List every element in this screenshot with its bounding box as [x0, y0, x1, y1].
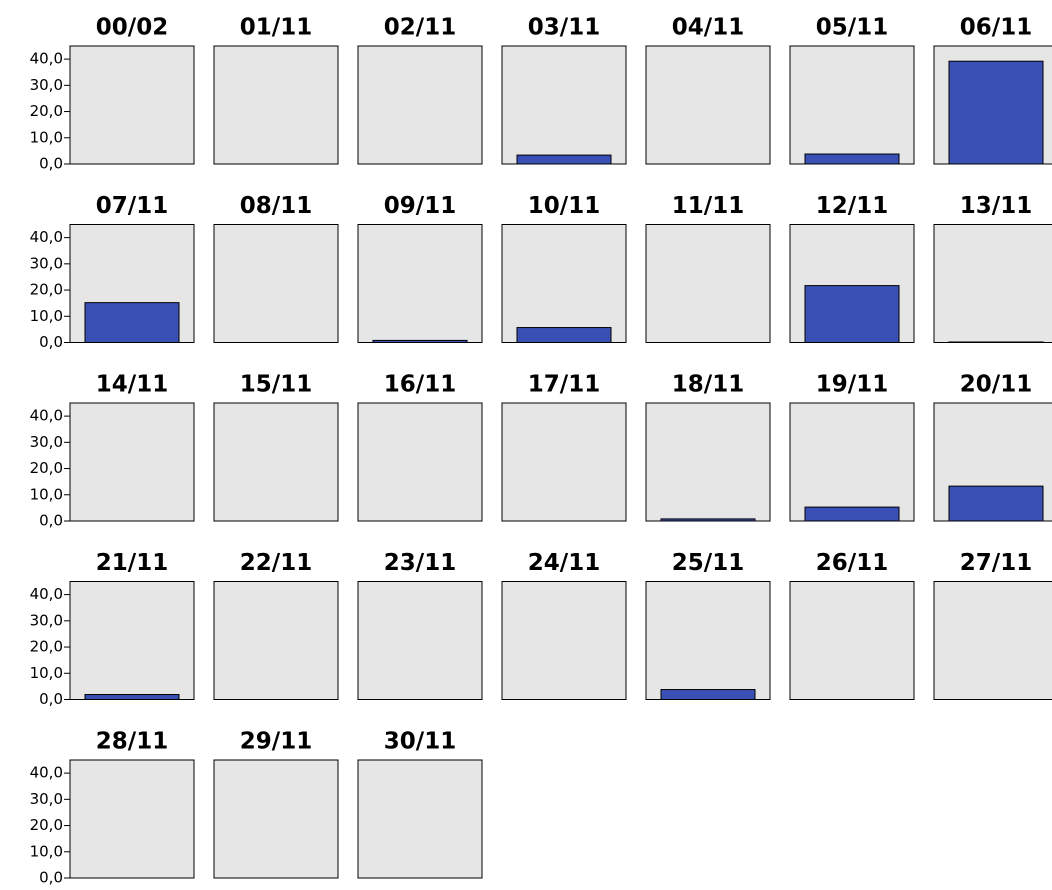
panel-title: 16/11 — [384, 372, 456, 398]
y-tick-label: 40,0 — [30, 407, 63, 425]
y-tick-label: 20,0 — [30, 102, 63, 120]
panel-title: 09/11 — [384, 193, 456, 219]
y-tick-label: 0,0 — [39, 690, 63, 708]
y-tick-label: 20,0 — [30, 638, 63, 656]
y-tick-label: 20,0 — [30, 459, 63, 477]
panel — [213, 402, 339, 522]
panel — [789, 581, 915, 700]
panel-title: 04/11 — [672, 15, 744, 41]
panel-title: 08/11 — [240, 193, 312, 219]
panel — [357, 45, 483, 165]
panel-title: 30/11 — [384, 729, 456, 755]
y-tick-label: 0,0 — [39, 869, 63, 887]
bar — [804, 506, 900, 522]
panel — [213, 759, 339, 879]
y-tick-label: 10,0 — [30, 485, 63, 503]
panel-title: 17/11 — [528, 372, 600, 398]
panel — [501, 402, 627, 522]
panel-title: 21/11 — [96, 550, 168, 576]
bar — [804, 153, 900, 165]
panel — [501, 45, 627, 165]
y-tick-label: 30,0 — [30, 254, 63, 272]
y-tick-label: 10,0 — [30, 307, 63, 325]
y-tick-label: 40,0 — [30, 228, 63, 246]
bar — [516, 327, 612, 344]
panel-title: 24/11 — [528, 550, 600, 576]
panel — [69, 45, 195, 165]
panel — [501, 581, 627, 700]
bar — [948, 60, 1044, 165]
panel — [357, 224, 483, 343]
panel — [789, 45, 915, 165]
panel-title: 14/11 — [96, 372, 168, 398]
y-tick-label: 20,0 — [30, 281, 63, 299]
panel — [357, 581, 483, 700]
bar — [372, 339, 468, 343]
y-tick-label: 30,0 — [30, 790, 63, 808]
panel-title: 15/11 — [240, 372, 312, 398]
panel — [69, 581, 195, 700]
panel — [645, 402, 771, 522]
panel-title: 25/11 — [672, 550, 744, 576]
y-tick-label: 10,0 — [30, 128, 63, 146]
panel-title: 18/11 — [672, 372, 744, 398]
panel — [501, 224, 627, 343]
panel-title: 22/11 — [240, 550, 312, 576]
y-tick-label: 30,0 — [30, 76, 63, 94]
panel-title: 02/11 — [384, 15, 456, 41]
panel-title: 10/11 — [528, 193, 600, 219]
bar — [804, 285, 900, 343]
panel — [69, 402, 195, 522]
panel-title: 20/11 — [960, 372, 1032, 398]
panel — [933, 581, 1052, 700]
y-tick-label: 30,0 — [30, 611, 63, 629]
panel — [213, 224, 339, 343]
panel-title: 26/11 — [816, 550, 888, 576]
bar — [84, 302, 180, 343]
y-tick-label: 10,0 — [30, 664, 63, 682]
panel-title: 05/11 — [816, 15, 888, 41]
panel-title: 27/11 — [960, 550, 1032, 576]
panel — [789, 402, 915, 522]
panel — [645, 224, 771, 343]
bar — [948, 341, 1044, 343]
panel-title: 23/11 — [384, 550, 456, 576]
panel-title: 11/11 — [672, 193, 744, 219]
panel-title: 19/11 — [816, 372, 888, 398]
panel — [645, 581, 771, 700]
bar — [84, 694, 180, 700]
panel — [645, 45, 771, 165]
panel-title: 06/11 — [960, 15, 1032, 41]
y-tick-label: 0,0 — [39, 512, 63, 530]
y-tick-label: 40,0 — [30, 585, 63, 603]
panel — [69, 759, 195, 879]
panel-title: 12/11 — [816, 193, 888, 219]
y-tick-label: 0,0 — [39, 155, 63, 173]
panel-title: 03/11 — [528, 15, 600, 41]
panel-title: 07/11 — [96, 193, 168, 219]
panel — [357, 402, 483, 522]
panel-title: 13/11 — [960, 193, 1032, 219]
panel-title: 00/02 — [96, 15, 168, 41]
y-tick-label: 10,0 — [30, 842, 63, 860]
y-tick-label: 0,0 — [39, 333, 63, 351]
y-tick-label: 40,0 — [30, 50, 63, 68]
panel — [213, 45, 339, 165]
bar — [948, 485, 1044, 522]
y-tick-label: 20,0 — [30, 816, 63, 834]
panel-title: 01/11 — [240, 15, 312, 41]
bar — [516, 154, 612, 165]
bar — [660, 689, 756, 701]
panel-title: 29/11 — [240, 729, 312, 755]
y-tick-label: 30,0 — [30, 433, 63, 451]
panel — [213, 581, 339, 700]
bar — [660, 518, 756, 522]
panel — [357, 759, 483, 879]
y-tick-label: 40,0 — [30, 764, 63, 782]
panel — [933, 224, 1052, 343]
panel-title: 28/11 — [96, 729, 168, 755]
